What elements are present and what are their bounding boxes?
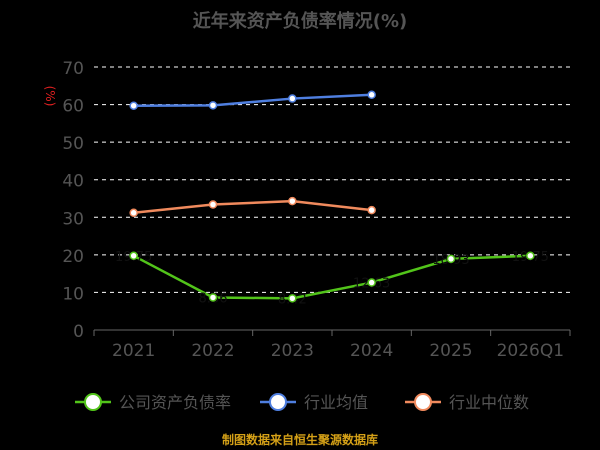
data-point: [446, 254, 456, 264]
x-tick-label: 2025: [429, 341, 472, 361]
y-tick-label: 20: [62, 247, 84, 267]
x-tick-label: 2021: [112, 341, 155, 361]
series-1: [129, 90, 376, 110]
x-tick-label: 2023: [271, 341, 314, 361]
data-point: [367, 205, 376, 215]
legend: 公司资产负债率 行业均值 行业中位数: [75, 393, 529, 412]
x-tick-label: 2022: [191, 341, 234, 361]
x-tick-label: 2026Q1: [497, 341, 564, 361]
y-tick-label: 0: [73, 322, 84, 342]
legend-item-1: 行业均值: [260, 393, 368, 412]
y-tick-label: 50: [62, 134, 84, 154]
y-tick-label: 40: [62, 172, 84, 192]
legend-label: 公司资产负债率: [119, 393, 231, 412]
series-line: [133, 93, 372, 107]
y-tick-label: 60: [62, 97, 84, 117]
data-point: [288, 294, 297, 303]
data-point: [129, 208, 138, 218]
legend-swatch-marker: [84, 393, 102, 411]
legend-label: 行业均值: [304, 393, 368, 412]
data-point: [129, 101, 138, 110]
data-point: [526, 251, 535, 261]
series-line: [133, 254, 531, 300]
x-axis-ticks: 2021 2022 2023 2024 2025 2026Q1: [93, 330, 571, 361]
series-0: 19.758.668.4212.6318.9319.75: [115, 250, 549, 308]
y-axis-ticks: 0 10 20 30 40 50 60 70: [62, 59, 84, 342]
y-tick-label: 10: [62, 284, 84, 304]
footer-source: 制图数据来自恒生聚源数据库: [222, 432, 378, 447]
y-tick-label: 30: [62, 209, 84, 229]
y-axis-label: (%): [43, 86, 57, 107]
legend-item-0: 公司资产负债率: [75, 393, 231, 412]
series-2: [129, 196, 376, 218]
data-point: [288, 196, 297, 206]
legend-label: 行业中位数: [449, 393, 529, 412]
data-point: [208, 293, 218, 302]
data-point: [367, 278, 376, 287]
gridlines: [94, 66, 570, 293]
data-point: [367, 90, 376, 100]
legend-swatch-marker: [269, 393, 287, 411]
legend-item-2: 行业中位数: [405, 393, 529, 412]
x-tick-label: 2024: [350, 341, 393, 361]
data-point: [129, 251, 138, 261]
chart-title: 近年来资产负债率情况(%): [193, 10, 408, 32]
legend-swatch-marker: [414, 393, 432, 411]
data-point: [208, 101, 218, 110]
y-tick-label: 70: [62, 59, 84, 79]
series-layer: 19.758.668.4212.6318.9319.75: [115, 90, 549, 308]
series-line: [133, 199, 372, 215]
data-point: [208, 200, 218, 209]
data-point: [288, 94, 297, 103]
